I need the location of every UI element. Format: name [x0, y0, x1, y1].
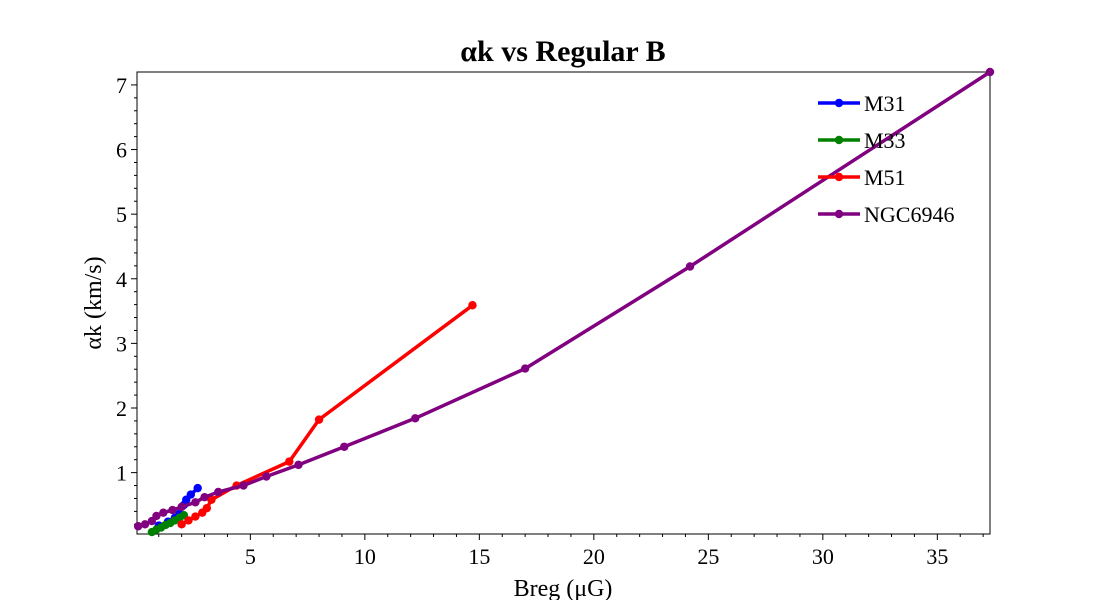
data-point [177, 520, 186, 529]
legend-item: NGC6946 [818, 202, 954, 227]
data-point [133, 522, 143, 531]
data-point [294, 460, 303, 470]
legend-marker [834, 135, 844, 145]
legend-item: M51 [818, 165, 906, 190]
x-axis-label: Breg (μG) [514, 576, 613, 600]
y-tick-label: 5 [116, 202, 127, 227]
data-point [184, 516, 193, 525]
data-point [340, 442, 349, 451]
legend-item: M33 [818, 128, 906, 153]
data-point [468, 301, 477, 310]
y-tick-label: 2 [116, 396, 127, 421]
data-point [193, 483, 202, 493]
y-tick-label: 6 [116, 138, 127, 163]
x-axis: 5 10 15 20 25 30 35 [158, 534, 984, 569]
legend-label: NGC6946 [864, 202, 954, 227]
data-point [168, 505, 177, 515]
legend-marker [834, 98, 844, 108]
x-tick-label: 5 [245, 544, 256, 569]
data-point [177, 502, 186, 512]
data-point [214, 487, 223, 497]
legend-label: M51 [864, 165, 906, 190]
series-line [137, 70, 991, 528]
data-point [191, 498, 200, 507]
data-point [262, 472, 271, 481]
data-point [520, 364, 530, 373]
data-point [186, 490, 196, 499]
data-point [411, 414, 420, 423]
x-tick-label: 15 [468, 544, 490, 569]
data-point [685, 262, 695, 271]
series-layer [133, 67, 995, 537]
legend-marker [834, 172, 844, 182]
legend-label: M33 [864, 128, 906, 153]
legend-marker [834, 209, 844, 219]
y-tick-label: 7 [116, 73, 127, 98]
x-tick-label: 30 [812, 544, 834, 569]
data-point [202, 503, 212, 513]
y-axis: 1 2 3 4 5 6 7 [116, 73, 137, 525]
plot-frame [136, 71, 991, 535]
x-tick-label: 25 [697, 544, 719, 569]
data-point [314, 415, 324, 424]
chart-title: αk vs Regular B [460, 35, 665, 68]
x-tick-label: 35 [926, 544, 948, 569]
y-tick-label: 4 [116, 267, 127, 292]
data-point [140, 520, 150, 529]
y-tick-label: 3 [116, 331, 127, 356]
legend-label: M31 [864, 91, 906, 116]
data-point [159, 508, 168, 517]
data-point [239, 481, 248, 490]
legend: M31 M33 M51 NGC6946 [818, 91, 954, 227]
data-point [200, 492, 209, 502]
data-point [985, 67, 995, 77]
series-m51 [177, 301, 477, 529]
series-ngc6946 [133, 67, 995, 531]
x-tick-label: 20 [583, 544, 605, 569]
data-point [191, 512, 200, 521]
y-tick-label: 1 [116, 461, 127, 486]
x-tick-label: 10 [354, 544, 376, 569]
y-axis-label: αk (km/s) [81, 256, 107, 349]
data-point [207, 495, 216, 504]
legend-item: M31 [818, 91, 906, 116]
data-point [152, 511, 161, 521]
data-point [285, 457, 294, 466]
